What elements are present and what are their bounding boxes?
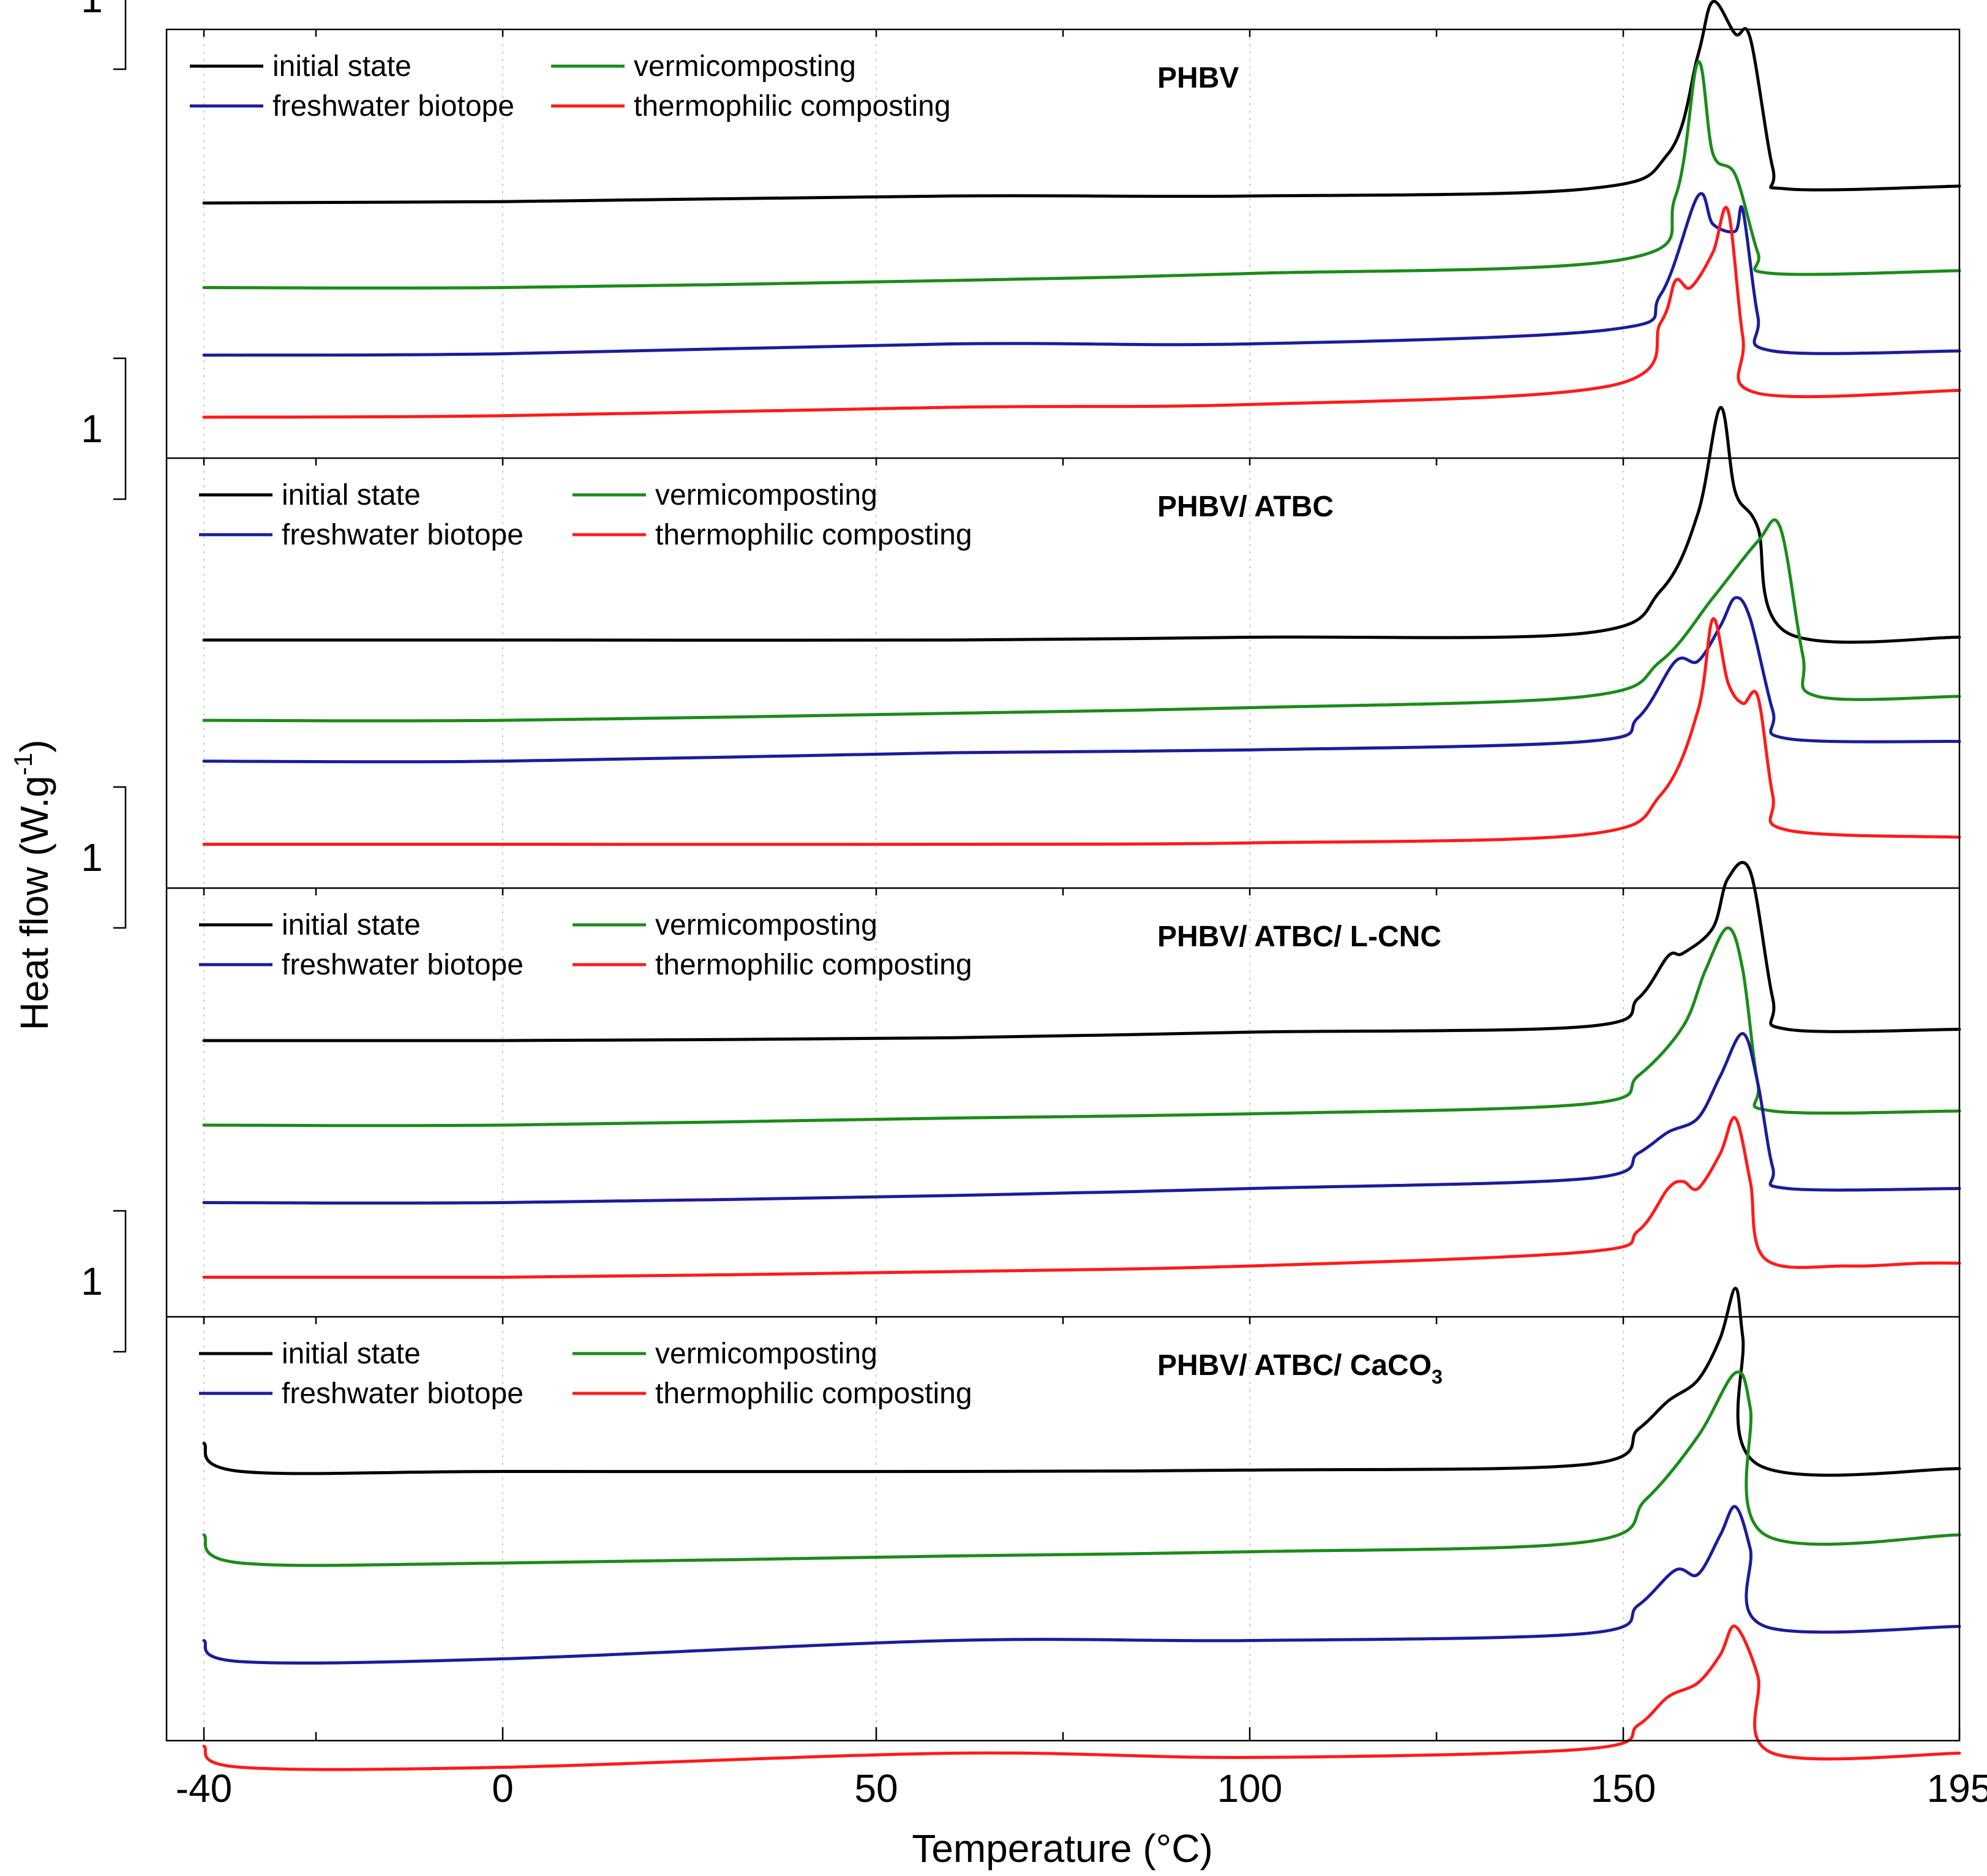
x-tick-label-50: 50 — [854, 1766, 898, 1810]
panel-title-4: PHBV/ ATBC/ CaCO3 — [1157, 1349, 1443, 1388]
series-line-initial-state-panel-3 — [202, 861, 1961, 1042]
series-line-vermicomposting-panel-4 — [202, 1370, 1961, 1567]
series-line-thermophilic-composting-panel-2 — [202, 617, 1961, 846]
series-line-freshwater-biotope-panel-1 — [202, 192, 1961, 357]
scale-bar-label-panel-3: 1 — [81, 835, 103, 880]
panel-title-2: PHBV/ ATBC — [1157, 491, 1334, 523]
panel-3 — [202, 861, 1961, 1279]
series-line-thermophilic-composting-panel-4 — [202, 1624, 1961, 1771]
scale-bar-panel-1 — [113, 0, 127, 70]
legend-label-thermophilic-composting-panel-2: thermophilic composting — [655, 519, 972, 551]
series-line-vermicomposting-panel-2 — [202, 518, 1961, 723]
y-axis-title-close: ) — [12, 740, 56, 753]
legend-label-initial-state-panel-1: initial state — [272, 50, 411, 83]
series-line-thermophilic-composting-panel-1 — [202, 206, 1961, 419]
x-tick-label-100: 100 — [1217, 1766, 1283, 1810]
legend-label-freshwater-biotope-panel-1: freshwater biotope — [272, 90, 514, 122]
series-line-freshwater-biotope-panel-3 — [202, 1032, 1961, 1205]
legend-label-initial-state-panel-4: initial state — [282, 1338, 421, 1370]
series-line-freshwater-biotope-panel-2 — [202, 596, 1961, 764]
legend-label-vermicomposting-panel-4: vermicomposting — [655, 1338, 877, 1370]
scale-bar-label-panel-1: 1 — [81, 0, 103, 21]
legend-label-thermophilic-composting-panel-1: thermophilic composting — [634, 90, 951, 122]
scale-bar-label-panel-2: 1 — [81, 407, 103, 451]
x-tick-label-150: 150 — [1591, 1766, 1656, 1810]
legend-label-initial-state-panel-2: initial state — [282, 479, 421, 511]
series-line-initial-state-panel-1 — [202, 0, 1961, 205]
x-axis-title: Temperature (°C) — [912, 1826, 1213, 1870]
y-axis-title-superscript: -1 — [9, 753, 37, 775]
series-line-vermicomposting-panel-1 — [202, 60, 1961, 290]
legend-label-freshwater-biotope-panel-2: freshwater biotope — [282, 519, 524, 551]
panel-1 — [202, 0, 1961, 419]
legend-label-freshwater-biotope-panel-3: freshwater biotope — [282, 949, 524, 981]
series-line-freshwater-biotope-panel-4 — [202, 1505, 1961, 1665]
x-tick-label--40: -40 — [176, 1766, 233, 1810]
x-tick-label-195: 195 — [1927, 1766, 1987, 1810]
scale-bar-panel-4 — [113, 1210, 127, 1353]
scale-bar-label-panel-4: 1 — [81, 1259, 103, 1303]
legend-label-thermophilic-composting-panel-3: thermophilic composting — [655, 949, 972, 981]
text-layer: initial state freshwater biotope vermicomp… — [9, 0, 1987, 1870]
series-line-initial-state-panel-4 — [202, 1287, 1961, 1477]
panel-title-1: PHBV — [1157, 62, 1239, 94]
frame-layer — [113, 0, 1961, 1742]
x-tick-label-0: 0 — [492, 1766, 514, 1810]
legend-label-initial-state-panel-3: initial state — [282, 909, 421, 941]
curve-layer — [202, 0, 1961, 1771]
legend-label-vermicomposting-panel-1: vermicomposting — [634, 50, 856, 83]
scale-bar-panel-3 — [113, 786, 127, 929]
legend-label-vermicomposting-panel-3: vermicomposting — [655, 909, 877, 941]
panel-4 — [202, 1287, 1961, 1771]
scale-bar-panel-2 — [113, 357, 127, 500]
panel-title-subscript-4: 3 — [1432, 1366, 1443, 1388]
legend-label-thermophilic-composting-panel-4: thermophilic composting — [655, 1377, 972, 1410]
y-axis-title-main: Heat flow (W.g — [12, 775, 56, 1030]
panel-2 — [202, 405, 1961, 846]
legend-label-vermicomposting-panel-2: vermicomposting — [655, 479, 877, 511]
legend-label-freshwater-biotope-panel-4: freshwater biotope — [282, 1377, 524, 1410]
series-line-thermophilic-composting-panel-3 — [202, 1116, 1961, 1279]
series-line-initial-state-panel-2 — [202, 405, 1961, 644]
y-axis-title: Heat flow (W.g-1) — [9, 740, 56, 1031]
panel-title-3: PHBV/ ATBC/ L-CNC — [1157, 921, 1441, 953]
